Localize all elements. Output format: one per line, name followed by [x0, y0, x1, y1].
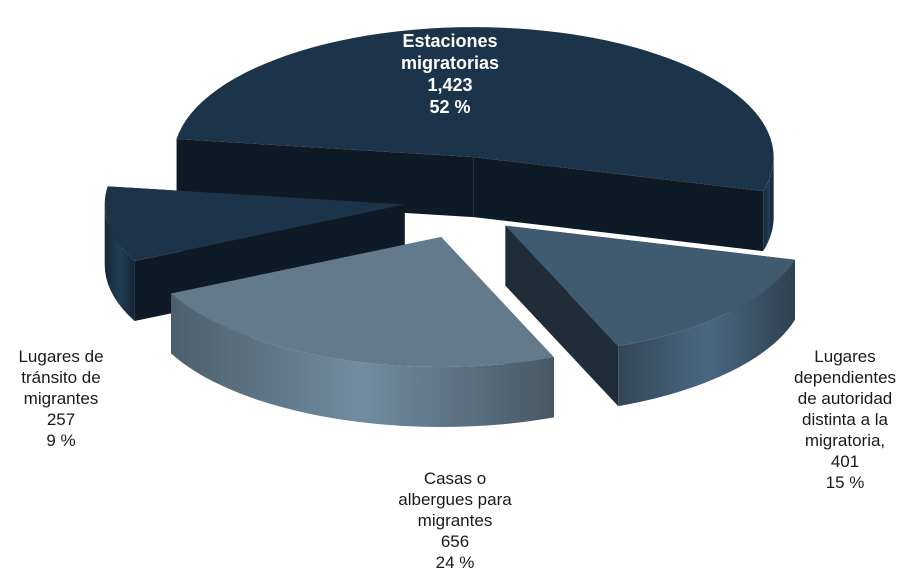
pie-slice-transito-top [104, 186, 405, 262]
pie-slice-transito-rim-1 [104, 204, 135, 322]
label-transito-line-2: tránsito de [21, 368, 101, 387]
pie-slice-dependientes [505, 225, 795, 407]
pie-slice-estaciones-top [176, 27, 774, 192]
label-casas-line-1: Casas o [423, 469, 487, 488]
label-dependientes-value: 401 [830, 452, 860, 471]
pie-slice-casas-rim-1 [171, 293, 554, 427]
label-casas-line-2: albergues para [398, 490, 512, 509]
label-dependientes-line-3: de autoridad [797, 389, 893, 408]
label-casas: Casas o albergues para migrantes 656 24 … [380, 468, 530, 573]
label-dependientes-line-1: Lugares [814, 347, 876, 366]
pie-slice-estaciones-rim-1 [763, 157, 774, 252]
label-dependientes-percent: 15 % [825, 473, 865, 492]
label-transito-line-3: migrantes [23, 389, 99, 408]
pie-slice-dependientes-rim-1 [618, 259, 795, 407]
pie-slice-casas [171, 236, 554, 427]
label-estaciones: Estaciones migratorias 1,423 52 % [360, 30, 540, 118]
label-estaciones-line-1: Estaciones [402, 31, 498, 51]
label-dependientes: Lugares dependientes de autoridad distin… [770, 346, 914, 493]
label-casas-value: 656 [440, 532, 470, 551]
label-transito-percent: 9 % [46, 431, 76, 450]
label-transito-value: 257 [46, 410, 76, 429]
label-casas-line-3: migrantes [417, 511, 493, 530]
label-dependientes-line-4: distinta a la [802, 410, 888, 429]
pie-slice-dependientes-wall-2 [505, 225, 619, 407]
pie-slice-casas-top [171, 236, 554, 367]
pie-slice-estaciones-wall-2 [473, 157, 764, 252]
label-casas-percent: 24 % [435, 553, 475, 572]
label-transito-line-1: Lugares de [18, 347, 104, 366]
label-estaciones-line-2: migratorias [400, 53, 500, 73]
label-estaciones-value: 1,423 [427, 75, 473, 95]
label-transito: Lugares de tránsito de migrantes 257 9 % [0, 346, 122, 451]
label-dependientes-line-5: migratoria, [804, 431, 886, 450]
label-estaciones-percent: 52 % [429, 97, 471, 117]
label-dependientes-line-2: dependientes [793, 368, 897, 387]
pie-slice-dependientes-top [505, 225, 795, 347]
